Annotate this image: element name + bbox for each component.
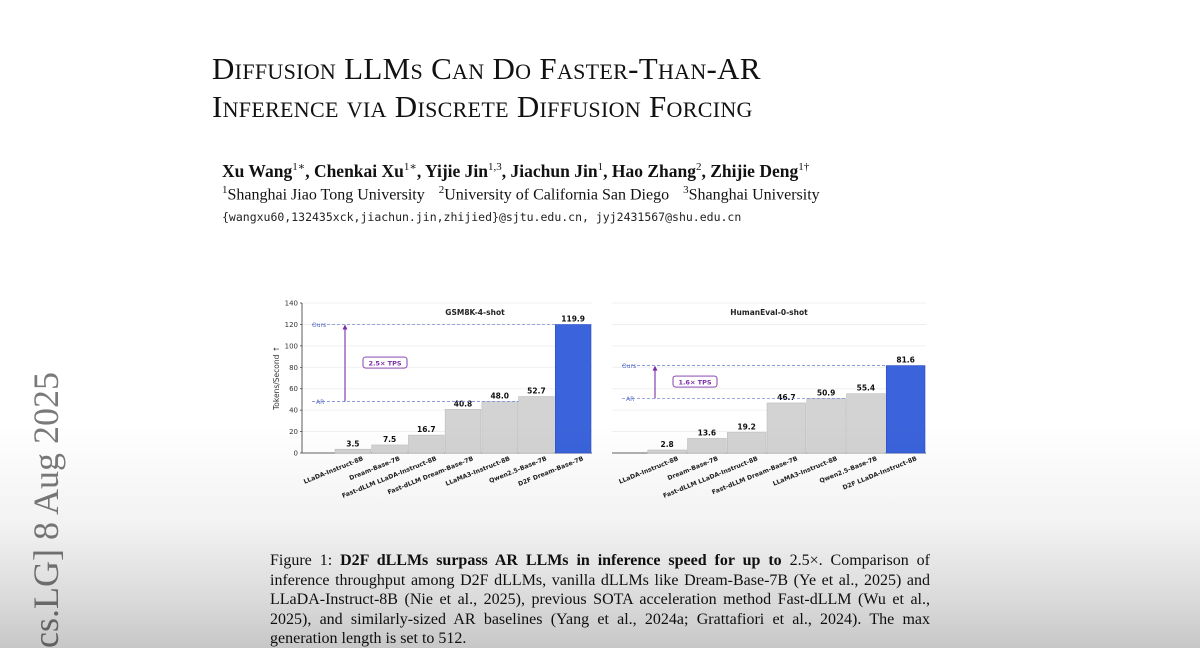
- title-line-1: Diffusion LLMs Can Do Faster-Than-AR: [212, 51, 761, 86]
- bar: [334, 448, 372, 454]
- caption-label: Figure 1:: [270, 552, 333, 569]
- caption-speedup: 2.5×.: [789, 552, 823, 569]
- caption-text: Comparison of inference throughput among…: [270, 552, 931, 647]
- bar-value-label: 3.5: [346, 439, 359, 448]
- author-emails: {wangxu60,132435xck,jiachun.jin,zhijied}…: [222, 210, 742, 224]
- throughput-bar-chart: Tokens/Second ↑ 0 20 40 60 80 100 120 140 GSM8K-4…: [272, 300, 926, 500]
- affiliation-name: Shanghai Jiao Tong University: [227, 186, 425, 204]
- bar-value-label: 81.6: [896, 356, 915, 365]
- y-tick-label: 60: [289, 385, 298, 393]
- speedup-label: 2.5× TPS: [368, 359, 401, 367]
- bar-value-label: 40.8: [454, 399, 473, 408]
- bar-value-label: 7.5: [383, 435, 396, 444]
- bar: [846, 393, 886, 454]
- speedup-label: 1.6× TPS: [678, 378, 711, 386]
- arxiv-stamp: cs.LG] 8 Aug 2025: [26, 372, 66, 648]
- x-tick-label: D2F LLaDA-Instruct-8B: [842, 455, 918, 491]
- bar: [518, 396, 555, 454]
- speedup-box: [672, 375, 718, 388]
- bar: [687, 438, 727, 454]
- speedup-arrowhead: [342, 324, 348, 330]
- bar-value-label: 50.9: [817, 388, 836, 397]
- figure-caption: Figure 1: D2F dLLMs surpass AR LLMs in i…: [270, 551, 930, 649]
- author-name: Zhijie Deng: [710, 160, 799, 181]
- bar-value-label: 19.2: [737, 422, 756, 431]
- y-tick-label: 120: [285, 321, 298, 329]
- bar: [481, 401, 518, 454]
- author-sup: 2: [695, 161, 702, 173]
- ar-label: AR: [316, 399, 324, 406]
- bar: [371, 444, 408, 454]
- speedup-box: [362, 356, 408, 369]
- affiliation-name: Shanghai University: [688, 186, 820, 204]
- ours-label: Ours: [622, 363, 636, 370]
- author-sup: 1∗: [292, 161, 306, 173]
- affiliation-name: University of California San Diego: [444, 186, 670, 204]
- y-tick-label: 80: [289, 364, 298, 372]
- ar-label: AR: [626, 396, 634, 403]
- bar-value-label: 55.4: [857, 384, 876, 393]
- bar: [408, 434, 445, 454]
- x-tick-label: LLaDA-Instruct-8B: [303, 455, 365, 485]
- speedup-arrowhead: [652, 365, 658, 371]
- panel-title: GSM8K-4-shot: [445, 308, 505, 317]
- bar-value-label: 52.7: [527, 387, 546, 396]
- y-axis-label: Tokens/Second ↑: [272, 346, 281, 411]
- bar: [647, 449, 687, 454]
- bar: [885, 365, 926, 454]
- author-list: Xu Wang1∗, Chenkai Xu1∗, Yijie Jin1,3, J…: [222, 160, 810, 181]
- y-tick-label: 20: [289, 428, 298, 436]
- author-name: Xu Wang: [222, 160, 293, 181]
- author-sup: 1,3: [488, 161, 502, 173]
- affiliation-sup: 3: [683, 184, 689, 196]
- bar-value-label: 48.0: [490, 392, 509, 401]
- affiliation-list: 1Shanghai Jiao Tong University 2Universi…: [222, 184, 820, 204]
- caption-bold: D2F dLLMs surpass AR LLMs in inference s…: [340, 552, 782, 569]
- y-tick-label: 100: [285, 342, 298, 350]
- author-name: Jiachun Jin: [510, 160, 598, 181]
- bar: [766, 402, 807, 454]
- bar-value-label: 119.9: [561, 315, 585, 324]
- x-tick-label: D2F Dream-Base-7B: [517, 455, 585, 488]
- x-tick-label: LLaMA3-Instruct-8B: [445, 455, 512, 487]
- y-tick-label: 40: [289, 407, 298, 415]
- throughput-figure: Tokens/Second ↑ 0 20 40 60 80 100 120 140 GSM8K-4…: [270, 295, 940, 535]
- bar-value-label: 46.7: [777, 393, 796, 402]
- author-sup: 1†: [798, 161, 810, 173]
- bar: [726, 432, 767, 454]
- bar-value-label: 2.8: [660, 440, 673, 449]
- title-line-2: Inference via Discrete Diffusion Forcing: [212, 89, 753, 124]
- author-name: Yijie Jin: [425, 160, 489, 181]
- panel-title: HumanEval-0-shot: [730, 308, 808, 317]
- y-tick-label: 140: [285, 300, 298, 308]
- bar: [806, 398, 846, 454]
- author-sup: 1∗: [403, 161, 417, 173]
- affiliation-sup: 2: [438, 184, 445, 196]
- paper-title: Diffusion LLMs Can Do Faster-Than-AR Inf…: [212, 50, 972, 126]
- y-tick-label: 0: [294, 450, 298, 458]
- bar: [444, 408, 482, 454]
- bar-value-label: 16.7: [417, 425, 436, 434]
- affiliation-sup: 1: [222, 184, 228, 196]
- author-sup: 1: [597, 161, 604, 173]
- bar-value-label: 13.6: [698, 428, 717, 437]
- ours-label: Ours: [312, 322, 326, 329]
- author-name: Hao Zhang: [611, 160, 696, 181]
- author-name: Chenkai Xu: [313, 160, 404, 181]
- bar: [554, 324, 592, 454]
